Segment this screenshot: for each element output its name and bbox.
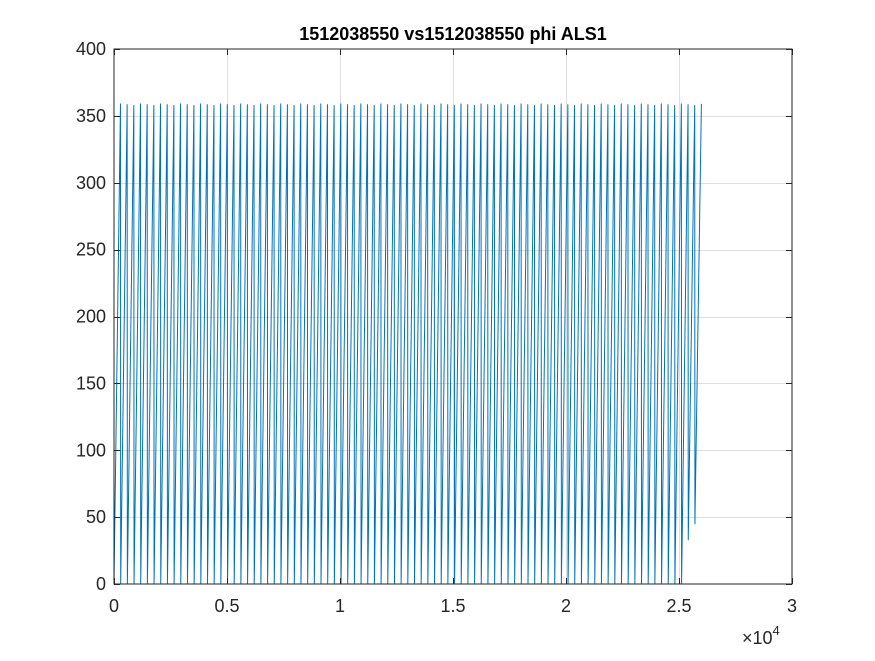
y-tick-label: 100: [76, 440, 106, 460]
x-exponent-label: ×104: [742, 623, 780, 648]
y-tick-label: 200: [76, 307, 106, 327]
y-tick-label: 150: [76, 373, 106, 393]
ticks: [114, 49, 793, 585]
x-exponent-power: 4: [773, 623, 780, 638]
chart-title: 1512038550 vs1512038550 phi ALS1: [299, 24, 607, 44]
y-tick-label: 50: [86, 507, 106, 527]
x-tick-label: 1.5: [440, 596, 465, 616]
y-tick-labels: 0 50 100 150 200 250 300 350 400: [76, 39, 106, 594]
x-tick-label: 1: [335, 596, 345, 616]
x-tick-label: 3: [787, 596, 797, 616]
x-tick-label: 2.5: [666, 596, 691, 616]
x-tick-label: 0: [109, 596, 119, 616]
x-exponent-base: ×10: [742, 628, 773, 648]
series-line-1: [113, 103, 702, 585]
x-tick-labels: 0 0.5 1 1.5 2 2.5 3: [109, 596, 797, 616]
y-tick-label: 300: [76, 173, 106, 193]
series-layer: [113, 103, 702, 585]
x-tick-label: 2: [561, 596, 571, 616]
x-tick-label: 0.5: [214, 596, 239, 616]
y-tick-label: 350: [76, 106, 106, 126]
y-tick-label: 250: [76, 240, 106, 260]
y-tick-label: 400: [76, 39, 106, 59]
y-tick-label: 0: [96, 574, 106, 594]
